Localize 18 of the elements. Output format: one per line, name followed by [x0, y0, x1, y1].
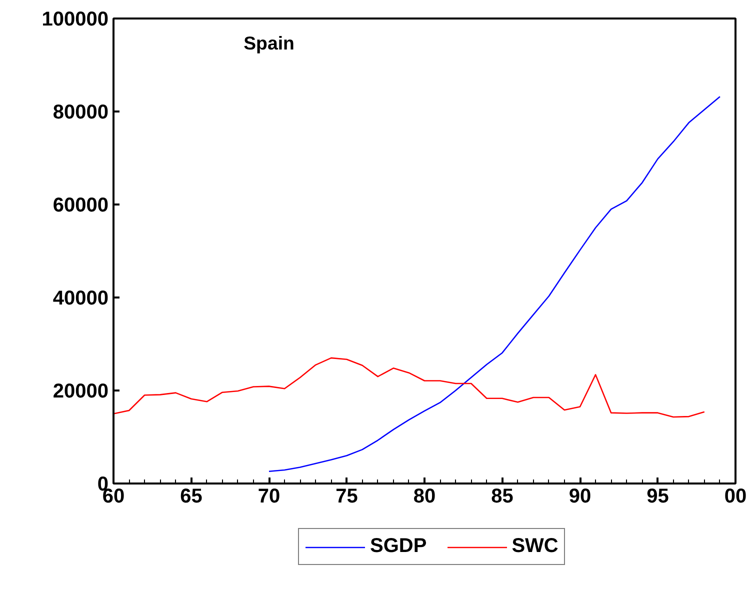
line-series [114, 357, 706, 418]
y-tick-label: 40000 [52, 288, 109, 310]
x-tick-label: 85 [491, 486, 514, 508]
y-tick-label: 20000 [52, 380, 109, 402]
line-series [268, 96, 721, 472]
y-tick-label: 60000 [52, 194, 109, 216]
x-tick-label: 80 [413, 486, 436, 508]
x-tick-label: 00 [724, 486, 747, 508]
y-tick-label: 80000 [52, 102, 109, 124]
y-tick-label: 100000 [42, 8, 109, 30]
x-tick-label: 70 [258, 486, 280, 508]
x-tick-label: 75 [336, 486, 358, 508]
text: Spain [244, 32, 294, 54]
legend-label: SGDP [370, 535, 427, 558]
x-tick-label: 90 [568, 486, 592, 508]
x-tick-label: 65 [180, 486, 202, 508]
x-tick-label: 95 [646, 486, 669, 508]
legend-label: SWC [512, 535, 558, 558]
